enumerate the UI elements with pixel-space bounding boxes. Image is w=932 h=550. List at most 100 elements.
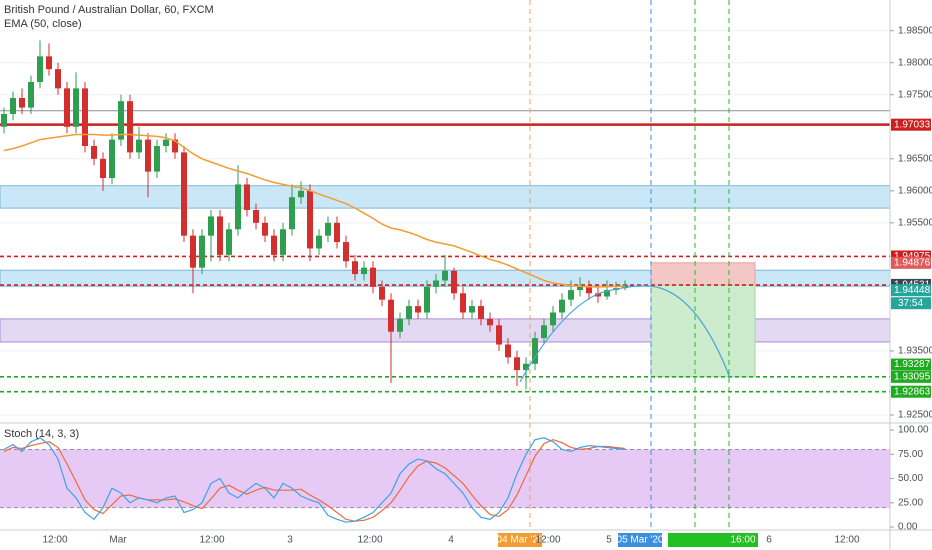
time-badge <box>498 533 542 547</box>
y-tick-label: 1.98000 <box>898 57 932 68</box>
y-tick-label: 75.00 <box>898 449 923 460</box>
candle-body <box>532 338 538 364</box>
candle-body <box>280 229 286 255</box>
y-tick-label: 0.00 <box>898 522 918 533</box>
y-tick-label: 1.96000 <box>898 185 932 196</box>
candle-body <box>28 81 34 108</box>
candle-body <box>118 101 124 140</box>
stoch-d-line <box>3 439 626 522</box>
candle-body <box>163 139 169 147</box>
candle-body <box>136 139 142 153</box>
time-badge <box>618 533 662 547</box>
candle-body <box>406 306 412 319</box>
x-tick-label: 12:00 <box>42 535 67 546</box>
x-tick-label: 12:00 <box>834 535 859 546</box>
stoch-k-line <box>3 437 626 523</box>
y-tick-label: 1.92500 <box>898 410 932 421</box>
candle-body <box>145 139 151 172</box>
candle-body <box>379 286 385 300</box>
candle-body <box>181 152 187 236</box>
price-tag-label: 1.94975 <box>894 251 931 262</box>
candle-body <box>46 56 52 70</box>
candle-body <box>469 306 475 313</box>
candle-body <box>1 113 7 127</box>
candle-body <box>343 242 349 262</box>
candle-body <box>262 222 268 236</box>
candle-body <box>451 270 457 294</box>
zone <box>0 318 891 343</box>
price-tag-label: 1.93287 <box>894 359 931 370</box>
zone <box>0 185 891 209</box>
candle-body <box>298 190 304 198</box>
candle-body <box>595 293 601 297</box>
countdown: 37:54 <box>898 298 923 309</box>
stop-zone <box>650 262 756 286</box>
marks-layer <box>1 40 628 523</box>
y-tick-label: 1.98500 <box>898 25 932 36</box>
candle-body <box>568 290 574 300</box>
candle-body <box>541 325 547 339</box>
candle-body <box>514 357 520 371</box>
candle-body <box>244 184 250 211</box>
candle-body <box>586 286 592 294</box>
indicator-label: EMA (50, close) <box>4 18 82 30</box>
candle-body <box>559 299 565 313</box>
price-tag <box>891 358 931 371</box>
candle-body <box>388 299 394 332</box>
price-tag <box>891 385 931 398</box>
y-tick-label: 50.00 <box>898 473 923 484</box>
candle-body <box>208 216 214 236</box>
candle-body <box>505 344 511 358</box>
candle-body <box>19 97 25 108</box>
x-tick-label: 4 <box>448 535 454 546</box>
candle-body <box>415 306 421 313</box>
price-tag <box>891 256 931 269</box>
candle-body <box>73 88 79 127</box>
y-tick-label: 100.00 <box>898 425 929 436</box>
candle-body <box>55 69 61 89</box>
candle-body <box>199 235 205 268</box>
price-tag-label: 1.97033 <box>894 119 931 130</box>
y-tick-label: 1.93500 <box>898 346 932 357</box>
candle-body <box>334 222 340 243</box>
x-tick-label: 6 <box>766 535 772 546</box>
candle-body <box>217 216 223 255</box>
x-tick-label: 3 <box>287 535 293 546</box>
candle-body <box>442 270 448 281</box>
candle-body <box>424 286 430 313</box>
candle-body <box>325 222 331 236</box>
candle-body <box>289 197 295 230</box>
candle-body <box>172 139 178 153</box>
candle-body <box>100 158 106 179</box>
x-tick-label: Mar <box>109 535 127 546</box>
candle-body <box>10 97 16 114</box>
price-tag-label: 1.94448 <box>894 285 931 296</box>
price-tag <box>891 118 931 131</box>
y-tick-label: 1.97500 <box>898 89 932 100</box>
candle-body <box>82 88 88 147</box>
candle-body <box>370 267 376 287</box>
candle-body <box>460 293 466 313</box>
time-badge <box>668 533 758 547</box>
ema-line <box>3 133 625 288</box>
projection-curve <box>519 285 731 383</box>
price-tag-label: 1.92863 <box>894 386 931 397</box>
candle-body <box>397 318 403 332</box>
y-tick-label: 1.95500 <box>898 217 932 228</box>
candle-body <box>271 235 277 255</box>
price-tag <box>891 370 931 383</box>
oscillator-label: Stoch (14, 3, 3) <box>4 428 79 440</box>
y-tick-label: 25.00 <box>898 497 923 508</box>
x-tick-label: 5 <box>606 535 612 546</box>
candle-body <box>91 146 97 159</box>
countdown-tag <box>891 297 931 310</box>
candle-body <box>550 312 556 326</box>
candle-body <box>361 267 367 275</box>
x-tick-label: 12:00 <box>535 535 560 546</box>
target-zone <box>650 284 756 378</box>
candle-body <box>577 286 583 291</box>
candle-body <box>253 210 259 223</box>
candle-body <box>604 290 610 297</box>
candle-body <box>433 280 439 287</box>
candle-body <box>523 363 529 371</box>
